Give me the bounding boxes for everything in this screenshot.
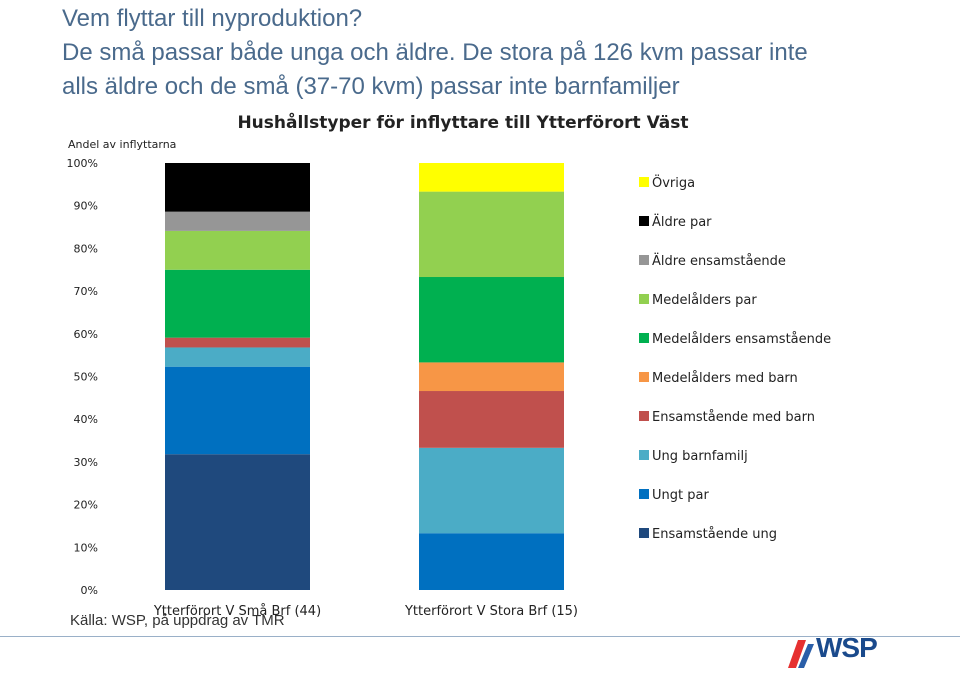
bar-segment [419, 277, 564, 363]
y-axis-label: Andel av inflyttarna [68, 138, 176, 151]
legend-label: Ung barnfamilj [652, 449, 748, 464]
legend-swatch [639, 216, 649, 226]
legend-label: Ensamstående med barn [652, 410, 815, 425]
chart-title: Hushållstyper för inflyttare till Ytterf… [237, 111, 688, 133]
bar-segment [419, 391, 564, 448]
legend-swatch [639, 294, 649, 304]
bar-segment [165, 366, 310, 455]
bar-segment [419, 533, 564, 590]
legend-swatch [639, 411, 649, 421]
y-tick-label: 70% [74, 285, 98, 298]
y-tick-label: 50% [74, 371, 98, 384]
title-line-1: Vem flyttar till nyproduktion? [62, 5, 363, 32]
slide-title: Vem flyttar till nyproduktion? De små pa… [62, 2, 952, 104]
legend-label: Ensamstående ung [652, 527, 777, 542]
bar-segment [165, 347, 310, 367]
bar-segment [419, 362, 564, 392]
footer-divider [0, 636, 960, 637]
bar-segment [419, 447, 564, 534]
bar-segment [165, 337, 310, 348]
legend-swatch [639, 333, 649, 343]
bar-segment [165, 269, 310, 338]
y-tick-label: 0% [81, 584, 98, 597]
wsp-logo: WSP [784, 632, 894, 672]
bar-segment [419, 163, 564, 192]
bar-segment [165, 163, 310, 212]
y-tick-label: 40% [74, 413, 98, 426]
legend-label: Äldre ensamstående [652, 253, 786, 269]
legend-swatch [639, 489, 649, 499]
legend-swatch [639, 255, 649, 265]
y-tick-label: 20% [74, 499, 98, 512]
title-line-3: alls äldre och de små (37-70 kvm) passar… [62, 73, 680, 100]
y-tick-label: 90% [74, 200, 98, 213]
x-tick-label: Ytterförort V Stora Brf (15) [404, 604, 578, 619]
x-tick-label: Ytterförort V Små Brf (44) [153, 604, 321, 619]
x-axis-labels: Ytterförort V Små Brf (44) Ytterförort V … [153, 604, 578, 619]
legend-swatch [639, 372, 649, 382]
legend-label: Medelålders par [652, 293, 757, 308]
y-tick-label: 10% [74, 541, 98, 554]
legend-label: Medelålders med barn [652, 371, 798, 386]
y-tick-label: 60% [74, 328, 98, 341]
stacked-bar-chart: Hushållstyper för inflyttare till Ytterf… [67, 111, 832, 619]
legend-label: Ungt par [652, 488, 709, 503]
source-note: Källa: WSP, på uppdrag av TMR [70, 612, 285, 629]
legend-swatch [639, 528, 649, 538]
y-axis-ticks: 0% 10% 20% 30% 40% 50% 60% 70% 80% 90% 100% [67, 157, 98, 597]
bar-segment [165, 230, 310, 270]
bar-segment [165, 211, 310, 231]
bar-segment [419, 191, 564, 278]
bar-stacks [165, 163, 564, 590]
title-line-2: De små passar både unga och äldre. De st… [62, 39, 808, 66]
y-tick-label: 80% [74, 242, 98, 255]
y-tick-label: 100% [67, 157, 98, 170]
legend-label: Äldre par [652, 214, 712, 230]
legend-swatch [639, 177, 649, 187]
legend-label: Övriga [652, 174, 695, 191]
bar-segment [165, 454, 310, 590]
legend: Övriga Äldre par Äldre ensamstående Medelål… [639, 174, 831, 542]
legend-swatch [639, 450, 649, 460]
legend-label: Medelålders ensamstående [652, 332, 831, 347]
wsp-logo-text: WSP [816, 632, 878, 663]
y-tick-label: 30% [74, 456, 98, 469]
wsp-logo-mark-icon [788, 640, 814, 668]
